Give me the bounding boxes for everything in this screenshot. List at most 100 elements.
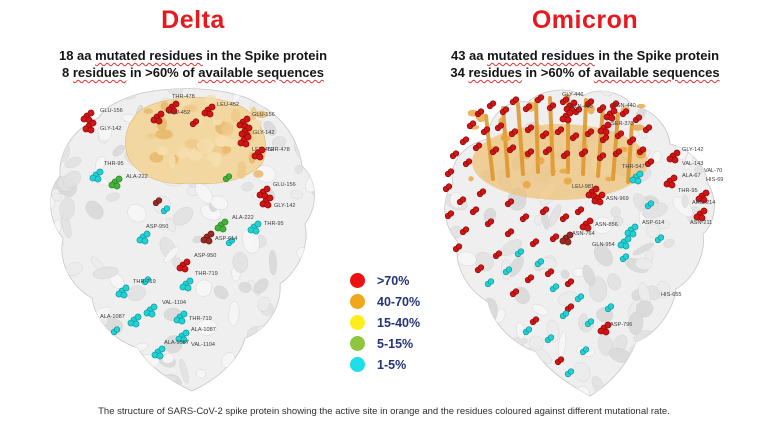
residue-label: ASP-614 (642, 220, 664, 226)
subtitle-segment: in the Spike protein (594, 48, 720, 63)
residue-label: GLY-142 (253, 130, 274, 136)
residue-label: GLU-156 (100, 108, 123, 114)
subtitle-segment: in the Spike protein (202, 48, 328, 63)
residue-marker: ASP-614 (200, 230, 237, 245)
residue-label: ALA-1087 (191, 327, 216, 333)
legend-item-label: 1-5% (377, 357, 407, 372)
subtitle-segment: 43 aa (450, 48, 488, 63)
residue-markers: GLY-446 GLN-493 ASN-440 SER-373 GLY-142 VAL-1… (559, 92, 723, 336)
residue-label: VAL-70 (704, 168, 722, 174)
residue-label: THR-95 (104, 161, 124, 167)
residue-marker: THR-719 (179, 271, 218, 292)
subtitle-segment: 34 (450, 65, 469, 80)
residue-marker: VAL-143 (682, 161, 703, 167)
omicron-subtitle-line2: 34 residues in >60% of available sequenc… (422, 64, 748, 81)
legend-item-label: 40-70% (377, 294, 421, 309)
residue-markers: GLU-156 GLY-142 THR-478 LEU-452 LEU-452 GLU-1… (80, 94, 296, 360)
omicron-header: Omicron 43 aa mutated residues in the Sp… (422, 6, 748, 81)
delta-spike-structure: GLU-156 GLY-142 THR-478 LEU-452 LEU-452 GLU-1… (50, 88, 315, 392)
residue-label: GLN-493 (570, 104, 593, 110)
legend-item-label: 15-40% (377, 315, 421, 330)
subtitle-segment: residues (72, 65, 127, 80)
residue-marker: GLU-156 (236, 112, 275, 130)
active-site-orange (467, 94, 648, 200)
residue-marker: ASN-764 (559, 231, 595, 246)
subtitle-segment: 8 (62, 65, 73, 80)
legend-color-dot (350, 315, 365, 330)
delta-header: Delta 18 aa mutated residues in the Spik… (28, 6, 358, 81)
legend-item-label: 5-15% (377, 336, 414, 351)
residue-label: GLY-142 (682, 147, 703, 153)
residue-spheres (110, 118, 236, 336)
residue-marker: ALA-222 (214, 215, 254, 233)
residue-marker: GLU-156 (80, 108, 123, 124)
residue-marker: THR-95 (247, 220, 284, 235)
residue-marker: ASN-440 (603, 103, 636, 122)
residue-label: ASN-211 (690, 220, 712, 226)
residue-label: HIS-655 (661, 292, 682, 298)
residue-marker: LEU-452 (201, 102, 239, 118)
residue-label: GLU-156 (252, 112, 275, 118)
residue-marker: ASN-969 (591, 191, 629, 206)
residue-label: ASN-969 (606, 196, 629, 202)
residue-marker: THR-95 (89, 161, 124, 183)
omicron-subtitle-line1: 43 aa mutated residues in the Spike prot… (422, 47, 748, 64)
legend-item: 1-5% (350, 355, 420, 374)
residue-label: GLU-156 (273, 182, 296, 188)
residue-marker: ALA-1087 (100, 313, 142, 328)
subtitle-segment: available sequences (198, 65, 324, 80)
residue-label: HIS-69 (706, 177, 723, 183)
residue-label: THR-719 (133, 279, 156, 285)
residue-marker: THR-719 (173, 310, 212, 325)
legend-item-label: >70% (377, 273, 410, 288)
residue-marker: THR-719 (115, 279, 156, 299)
residue-label: ALA-222 (232, 215, 254, 221)
residue-marker: ALA-1087 (191, 327, 216, 333)
residue-label: ASN-440 (613, 103, 636, 109)
residue-spheres (442, 94, 665, 378)
residue-marker: ASN-856 (579, 217, 618, 232)
residue-label: ALA-67 (682, 173, 701, 179)
residue-label: GLY-142 (100, 126, 121, 132)
subtitle-segment: residues (468, 65, 522, 80)
residue-marker: ARG-214 (692, 200, 715, 222)
residue-marker: ALA-1087 (151, 340, 189, 360)
residue-label: THR-478 (172, 94, 195, 100)
residue-marker: ALA-67 (663, 173, 701, 189)
mutation-rate-legend: >70% 40-70% 15-40% 5-15% 1-5% (350, 271, 420, 376)
residue-label: VAL-1104 (191, 342, 215, 348)
residue-marker: GLY-142 (82, 119, 121, 134)
residue-marker: THR-478 (165, 94, 195, 115)
legend-item: 40-70% (350, 292, 420, 311)
subtitle-segment: mutated residues (95, 48, 203, 63)
residue-marker: VAL-1104 (143, 300, 186, 318)
subtitle-segment: in >60% of (521, 65, 594, 80)
residue-label: THR-95 (264, 221, 284, 227)
residue-label: LEU-981 (572, 184, 594, 190)
residue-marker: LEU-452 (150, 110, 190, 125)
residue-marker: SER-373 (597, 121, 634, 136)
residue-marker: ASP-796 (597, 321, 632, 336)
subtitle-segment: 18 aa (58, 48, 96, 63)
subtitle-segment: in >60% of (126, 65, 199, 80)
residue-marker: GLN-493 (559, 104, 593, 124)
residue-label: ALA-1087 (164, 340, 189, 346)
residue-marker: ASP-950 (136, 224, 168, 245)
residue-label: ALA-1087 (100, 314, 125, 320)
delta-subtitle-line2: 8 residues in >60% of available sequence… (28, 64, 358, 81)
residue-label: VAL-1104 (162, 300, 186, 306)
legend-item: 15-40% (350, 313, 420, 332)
residue-label: ASP-614 (215, 236, 237, 242)
residue-marker: THR-95 (678, 188, 710, 204)
residue-label: THR-719 (189, 316, 212, 322)
residue-label: VAL-143 (682, 161, 703, 167)
residue-label: THR-478 (267, 147, 290, 153)
residue-marker: ASP-614 (624, 220, 664, 238)
residue-marker: THR-547 (622, 164, 645, 185)
legend-color-dot (350, 294, 365, 309)
residue-label: ASP-950 (146, 224, 168, 230)
omicron-spike-structure: GLY-446 GLN-493 ASN-440 SER-373 GLY-142 VAL-1… (442, 89, 723, 397)
figure-caption: The structure of SARS-CoV-2 spike protei… (98, 406, 670, 417)
delta-title: Delta (161, 6, 225, 34)
